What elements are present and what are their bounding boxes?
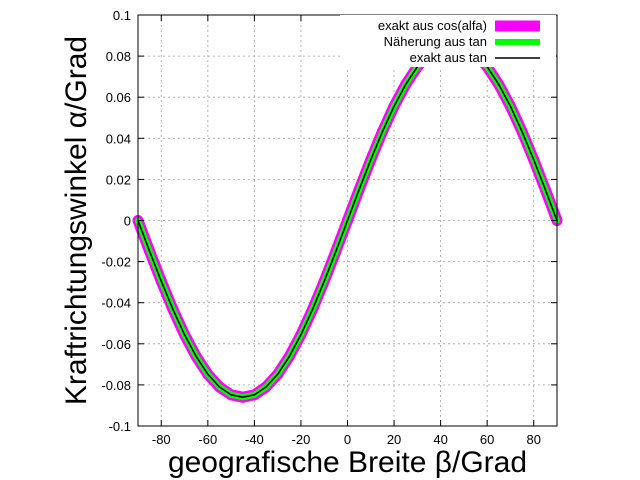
x-axis-title: geografische Breite β/Grad [168, 446, 527, 479]
x-tick-label: -60 [198, 432, 217, 447]
y-tick-label: -0.04 [101, 296, 131, 311]
data-point-s3 [276, 373, 279, 376]
data-point-s3 [346, 219, 349, 222]
data-point-s3 [253, 394, 256, 396]
y-tick-label: 0 [124, 214, 131, 229]
y-tick-label: -0.02 [101, 255, 131, 270]
x-tick-label: 60 [480, 432, 494, 447]
data-point-s3 [311, 308, 314, 311]
data-point-s3 [323, 280, 326, 283]
x-tick-label: -40 [245, 432, 264, 447]
data-point-s3 [498, 83, 500, 86]
data-point-s3 [532, 158, 535, 161]
x-tick-label: -20 [292, 432, 311, 447]
data-point-s3 [521, 130, 523, 133]
data-point-s3 [509, 105, 512, 107]
y-tick-label: 0.02 [106, 172, 131, 187]
data-point-s3 [242, 396, 244, 399]
x-tick-label: -80 [152, 432, 171, 447]
data-point-s3 [370, 158, 372, 161]
y-tick-label: 0.1 [113, 8, 131, 23]
data-point-s3 [183, 334, 186, 336]
data-point-s3 [300, 334, 302, 336]
data-point-s3 [160, 280, 163, 283]
data-point-s3 [288, 355, 291, 358]
data-point-s3 [230, 394, 232, 396]
data-point-s3 [148, 250, 151, 253]
y-axis-title: Kraftrichtungswinkel α/Grad [60, 36, 93, 405]
y-tick-label: 0.04 [106, 131, 131, 146]
data-point-s3 [358, 188, 360, 191]
x-tick-label: 0 [344, 432, 351, 447]
legend-label-2: Näherung aus tan [384, 34, 487, 49]
legend-label-3: exakt aus tan [410, 50, 487, 65]
y-tick-label: -0.06 [101, 337, 131, 352]
y-tick-label: 0.06 [106, 90, 131, 105]
data-point-s3 [265, 386, 267, 388]
x-tick-label: 20 [387, 432, 401, 447]
legend: exakt aus cos(alfa)Näherung aus tanexakt… [340, 15, 556, 67]
data-point-s3 [172, 308, 174, 311]
x-tick-label: 80 [526, 432, 540, 447]
data-point-s3 [207, 373, 209, 376]
data-point-s3 [335, 250, 337, 253]
data-point-s3 [404, 83, 407, 86]
x-tick-label: 40 [433, 432, 447, 447]
legend-label-1: exakt aus cos(alfa) [378, 18, 487, 33]
y-tick-label: -0.08 [101, 378, 131, 393]
data-point-s3 [544, 188, 547, 191]
y-tick-label: 0.08 [106, 49, 131, 64]
data-point-s3 [393, 105, 395, 107]
data-point-s3 [218, 386, 221, 388]
data-point-s3 [195, 355, 197, 358]
y-tick-label: -0.1 [109, 419, 131, 434]
data-point-s3 [381, 130, 384, 133]
